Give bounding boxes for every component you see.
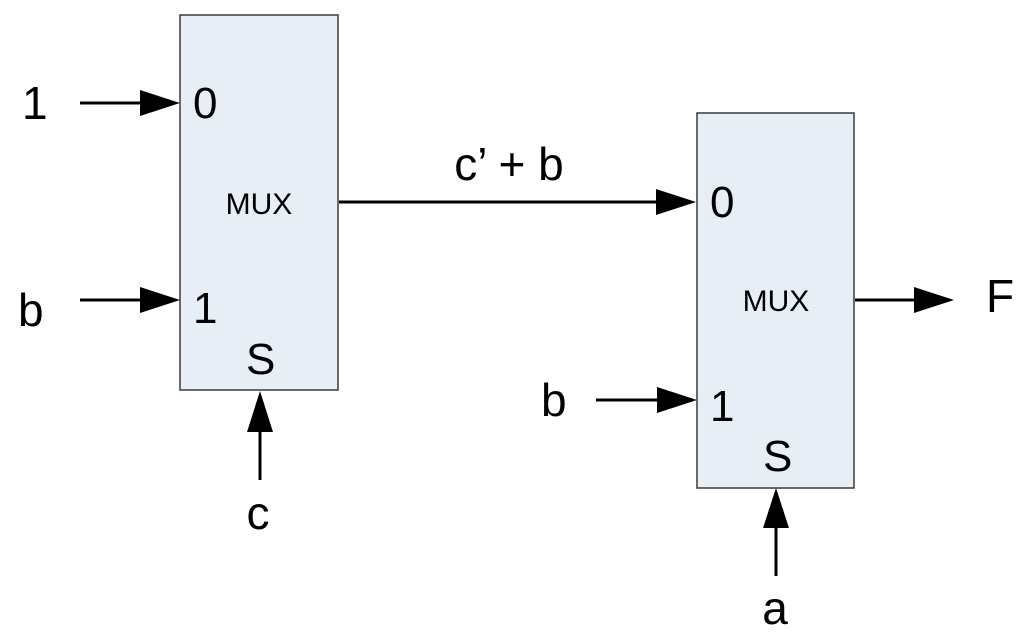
mux-1-input-0-signal: 1	[22, 77, 48, 129]
arrow-up-icon	[763, 488, 789, 528]
arrow-right-icon	[140, 287, 180, 313]
intermediate-label: c’ + b	[454, 138, 564, 190]
mux-1-input-0-wire	[80, 90, 180, 116]
mux-2-input-1-wire	[596, 387, 697, 413]
mux-1-select-signal: c	[247, 487, 270, 539]
mux-2-box	[696, 112, 855, 489]
output-signal: F	[986, 270, 1014, 322]
mux-1: MUX 0 1 S	[179, 14, 339, 391]
mux-2: MUX 0 1 S	[696, 112, 855, 489]
arrow-right-icon	[657, 387, 697, 413]
arrow-up-icon	[247, 391, 273, 432]
mux-2-pin-s: S	[763, 432, 792, 481]
mux-2-label: MUX	[743, 285, 810, 318]
mux-1-box	[179, 14, 339, 391]
mux-1-input-1-signal: b	[18, 284, 44, 336]
mux-1-pin-s: S	[246, 335, 275, 384]
mux-2-select-signal: a	[762, 582, 788, 634]
mux-1-input-1-wire	[80, 287, 180, 313]
mux-2-pin-1: 1	[710, 382, 734, 431]
mux-1-pin-0: 0	[193, 79, 217, 128]
arrow-right-icon	[140, 90, 180, 116]
mux-2-input-1-signal: b	[541, 374, 567, 426]
mux-2-pin-0: 0	[710, 178, 734, 227]
mux-1-label: MUX	[226, 188, 293, 221]
mux-2-output-wire	[855, 287, 954, 313]
intermediate-wire	[339, 189, 696, 215]
mux-2-select-wire	[763, 488, 789, 576]
mux-1-select-wire	[247, 391, 273, 480]
arrow-right-icon	[914, 287, 954, 313]
arrow-right-icon	[656, 189, 696, 215]
mux-1-pin-1: 1	[193, 284, 217, 333]
